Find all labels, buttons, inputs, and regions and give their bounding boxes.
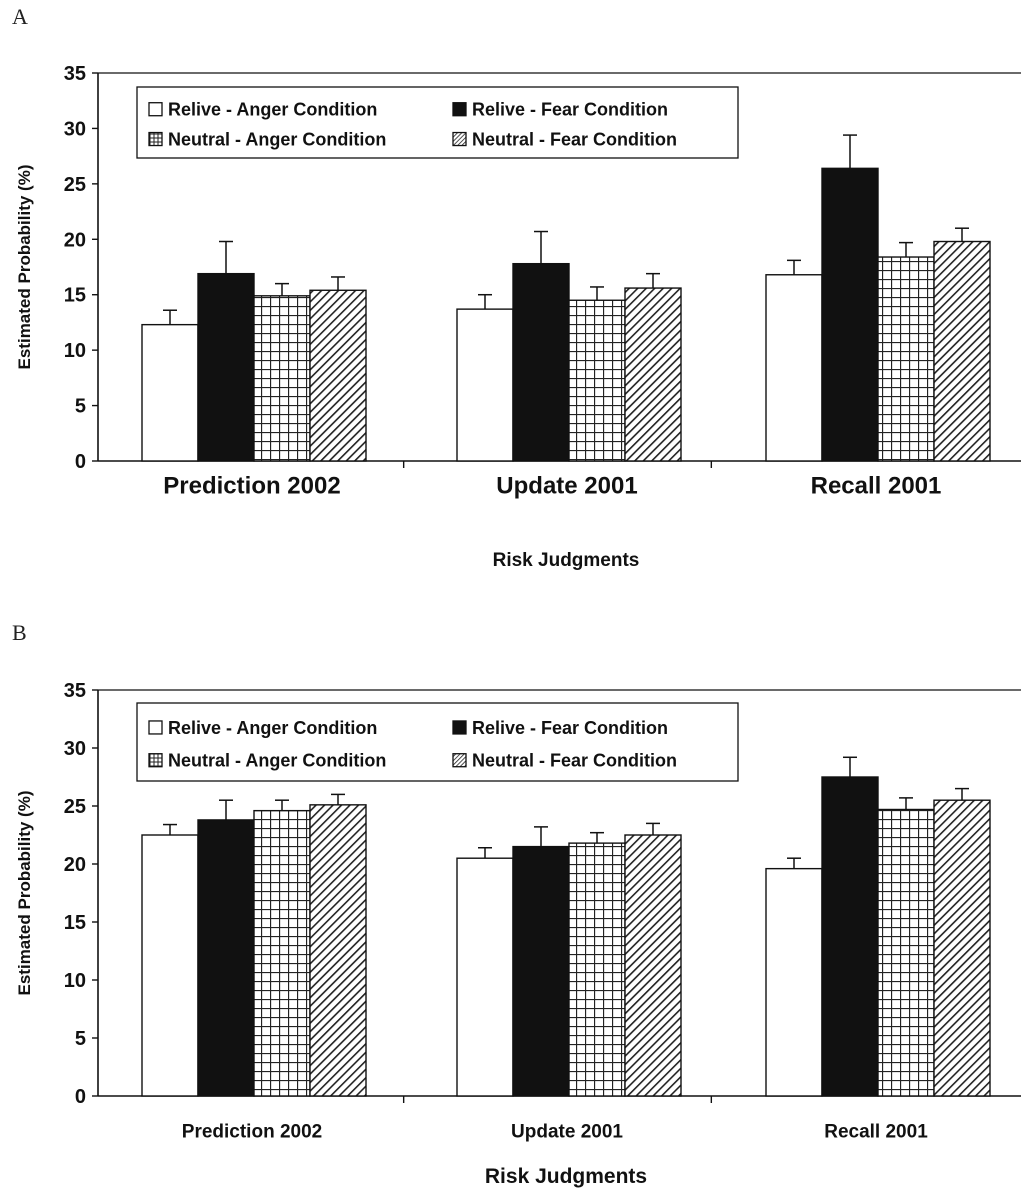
- bar: [253, 809, 311, 1097]
- x-tick-label: Prediction 2002: [182, 1122, 322, 1143]
- y-tick-label: 15: [64, 285, 86, 307]
- y-tick-label: 0: [75, 451, 86, 473]
- y-tick-label: 0: [75, 1086, 86, 1108]
- x-axis-label: Risk Judgments: [493, 550, 640, 571]
- x-axis-label: Risk Judgments: [485, 1165, 647, 1188]
- y-tick-label: 15: [64, 912, 86, 934]
- y-tick-label: 30: [64, 738, 86, 760]
- y-tick-label: 25: [64, 174, 86, 196]
- bar: [141, 834, 199, 1097]
- legend-label: Relive - Fear Condition: [472, 100, 668, 120]
- bar: [877, 808, 935, 1097]
- bar: [933, 799, 991, 1097]
- panel-a: A 0 5 10 15 20 25 30 35 Prediction 2002 Update 200…: [12, 4, 1021, 571]
- bar: [933, 240, 991, 462]
- legend-swatch: [148, 131, 163, 147]
- legend: Relive - Anger Condition Relive - Fear Co…: [136, 702, 739, 782]
- y-axis-label: Estimated Probability (%): [15, 791, 34, 996]
- x-tick-label: Update 2001: [511, 1122, 623, 1143]
- y-axis-label: Estimated Probability (%): [15, 165, 34, 370]
- panel-b: B 0 5 10 15 20 25 30 35 Prediction 2002 Update 200…: [12, 620, 1021, 1188]
- bar: [821, 167, 879, 462]
- legend-label: Relive - Anger Condition: [168, 100, 377, 120]
- x-tick-label: Recall 2001: [824, 1122, 928, 1143]
- legend-swatch: [452, 131, 467, 147]
- legend-swatch: [148, 720, 163, 735]
- bar: [765, 274, 823, 462]
- panel-letter: A: [12, 4, 28, 29]
- x-tick-label: Update 2001: [496, 472, 637, 499]
- y-tick-label: 5: [75, 396, 86, 418]
- bar: [141, 323, 199, 462]
- legend-box: [136, 702, 739, 782]
- bar: [568, 299, 626, 462]
- bar: [456, 857, 514, 1097]
- y-tick-label: 10: [64, 340, 86, 362]
- y-tick-label: 25: [64, 796, 86, 818]
- bar: [309, 289, 367, 462]
- bar: [877, 256, 935, 462]
- y-tick-label: 20: [64, 229, 86, 251]
- bar: [309, 804, 367, 1097]
- bar: [624, 834, 682, 1097]
- bar: [624, 287, 682, 462]
- bar: [512, 262, 570, 462]
- legend-box: [136, 86, 739, 159]
- y-tick-label: 5: [75, 1028, 86, 1050]
- legend-swatch: [452, 720, 467, 735]
- bar: [197, 272, 255, 462]
- legend: Relive - Anger Condition Relive - Fear Co…: [136, 86, 739, 159]
- legend-label: Relive - Fear Condition: [472, 718, 668, 738]
- bar: [456, 308, 514, 462]
- legend-swatch: [452, 753, 467, 768]
- y-tick-label: 20: [64, 854, 86, 876]
- bar: [512, 845, 570, 1097]
- x-tick-label: Prediction 2002: [163, 472, 340, 499]
- panel-letter: B: [12, 620, 27, 645]
- legend-swatch: [148, 753, 163, 768]
- legend-label: Neutral - Fear Condition: [472, 130, 677, 150]
- y-tick-label: 10: [64, 970, 86, 992]
- legend-swatch: [148, 102, 163, 117]
- legend-label: Relive - Anger Condition: [168, 718, 377, 738]
- x-tick-label: Recall 2001: [811, 472, 942, 499]
- legend-label: Neutral - Anger Condition: [168, 751, 386, 771]
- bar: [568, 842, 626, 1097]
- bar: [197, 819, 255, 1097]
- bar: [765, 867, 823, 1097]
- y-tick-label: 35: [64, 680, 86, 702]
- y-tick-label: 30: [64, 118, 86, 140]
- legend-swatch: [452, 102, 467, 117]
- bar: [253, 295, 311, 462]
- legend-label: Neutral - Fear Condition: [472, 751, 677, 771]
- legend-label: Neutral - Anger Condition: [168, 130, 386, 150]
- bar: [821, 776, 879, 1097]
- y-tick-label: 35: [64, 63, 86, 85]
